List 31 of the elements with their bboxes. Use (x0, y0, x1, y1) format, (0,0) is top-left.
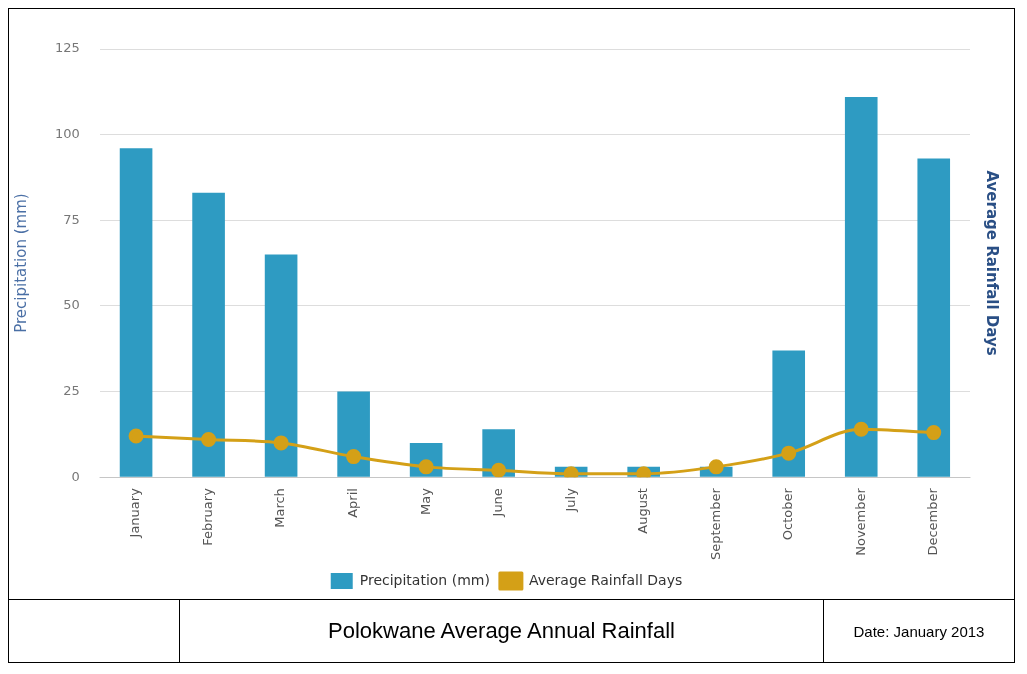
y-tick-label: 0 (71, 468, 80, 484)
bar (337, 391, 370, 477)
y-tick-label: 100 (54, 126, 80, 141)
x-tick-label: August (635, 488, 651, 534)
x-tick-label: November (852, 487, 868, 556)
x-tick-label: April (344, 488, 360, 518)
x-tick-label: October (780, 487, 796, 541)
legend-label: Average Rainfall Days (528, 571, 683, 588)
x-tick-label: March (272, 488, 288, 528)
y-axis-title: Precipitation (mm) (11, 193, 30, 333)
y-tick-label: 125 (54, 40, 80, 56)
bar (264, 254, 298, 477)
bar (772, 350, 806, 477)
x-tick-label: May (417, 487, 433, 516)
bar (119, 148, 153, 477)
text: Polokwane Average Annual Rainfall (179, 600, 823, 662)
y-tick-label: 25 (63, 382, 80, 398)
y2-axis-title: Average Rainfall Days (983, 170, 1002, 356)
bar (192, 192, 225, 477)
x-tick-label: July (562, 487, 578, 513)
x-tick-label: June (490, 488, 506, 518)
legend-label: Precipitation (mm) (359, 571, 490, 588)
x-tick-label: February (199, 487, 215, 546)
x-tick-label: December (925, 487, 941, 556)
bar (844, 96, 878, 477)
x-tick-label: September (707, 487, 723, 560)
y-tick-label: 75 (63, 211, 80, 227)
text: Date: January 2013 (853, 622, 985, 640)
bar (917, 158, 951, 477)
x-tick-label: January (127, 487, 143, 539)
y-tick-label: 50 (63, 297, 80, 313)
